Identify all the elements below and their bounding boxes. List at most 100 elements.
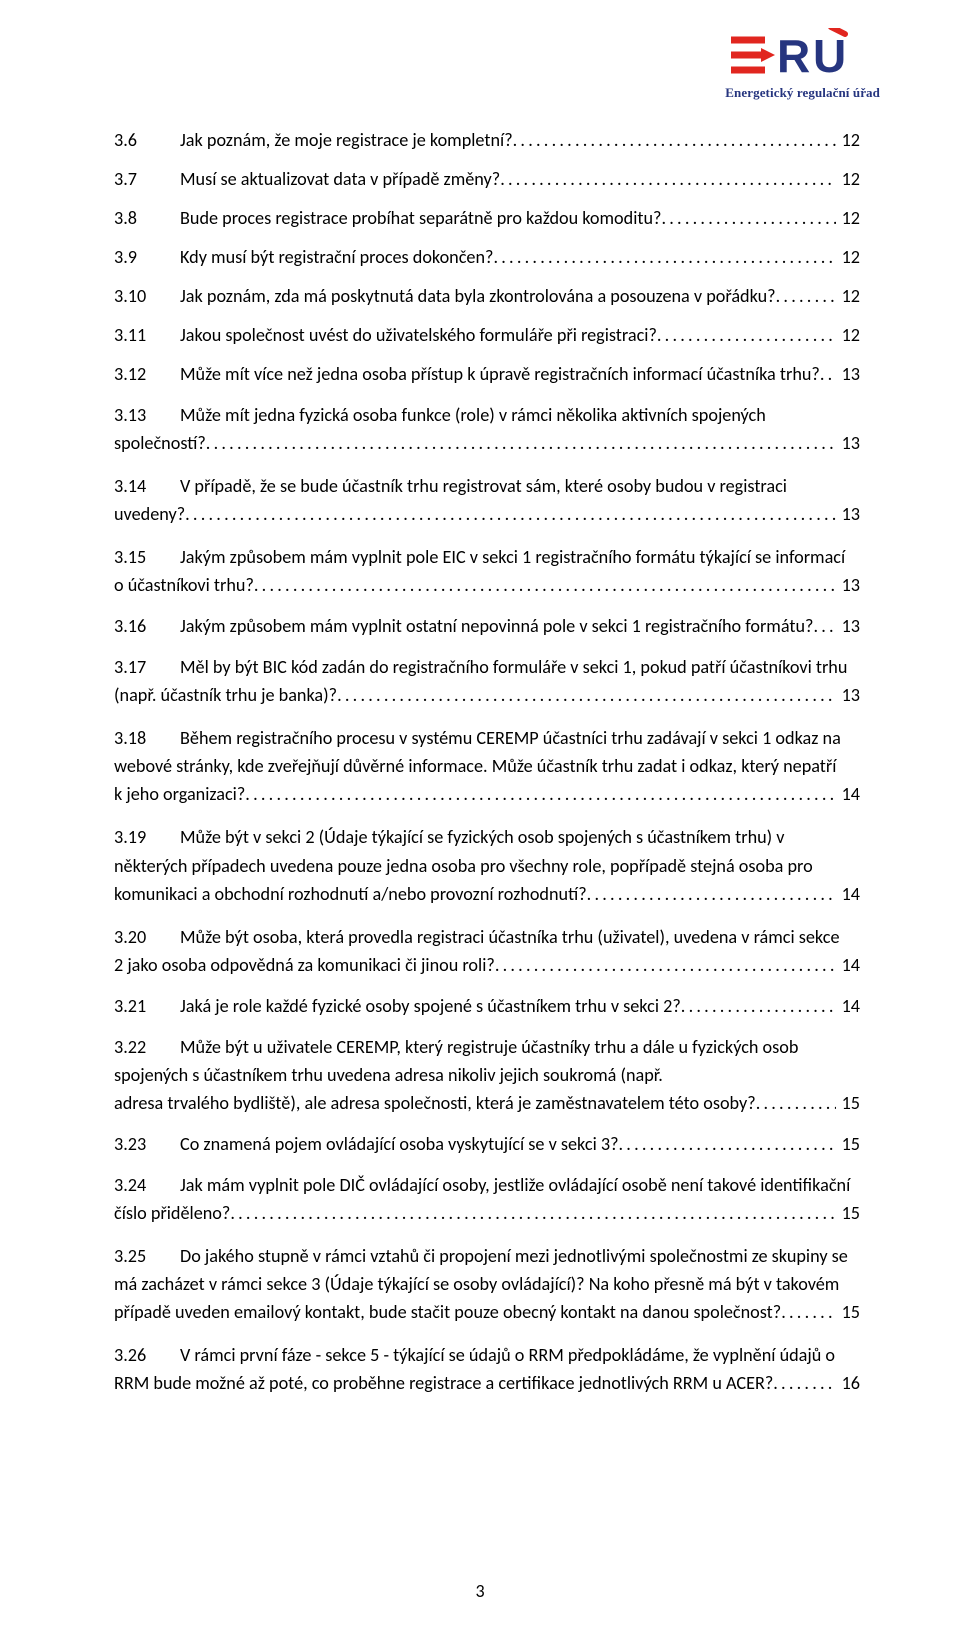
toc-text: Může být u uživatele CEREMP, který regis… [180,1036,798,1058]
toc-number: 3.20 [114,923,180,951]
toc-entry[interactable]: 3.17Měl by být BIC kód zadán do registra… [114,653,860,709]
logo-block: R U Energetický regulační úřad [725,28,880,101]
toc-number: 3.8 [114,206,180,230]
toc-entry[interactable]: 3.14V případě, že se bude účastník trhu … [114,472,860,528]
toc-page: 13 [836,614,860,638]
toc-tail-line: adresa trvalého bydliště), ale adresa sp… [114,1089,860,1117]
toc-text-line: 3.24Jak mám vyplnit pole DIČ ovládající … [114,1171,860,1199]
toc-number: 3.22 [114,1033,180,1061]
toc-entry[interactable]: 3.26V rámci první fáze - sekce 5 - týkaj… [114,1341,860,1397]
toc-text: komunikaci a obchodní rozhodnutí a/nebo … [114,880,587,908]
leader-dots [619,1132,836,1156]
toc-tail-line: o účastníkovi trhu? 13 [114,571,860,599]
toc-text: Může být osoba, která provedla registrac… [180,926,840,948]
toc-entry[interactable]: 3.11Jakou společnost uvést do uživatelsk… [114,323,860,347]
toc-text-line: spojených s účastníkem trhu uvedena adre… [114,1061,860,1089]
toc-entry[interactable]: 3.16Jakým způsobem mám vyplnit ostatní n… [114,614,860,638]
toc-number: 3.16 [114,614,180,638]
toc-text: k jeho organizaci? [114,780,245,808]
toc-text-line: 3.22Může být u uživatele CEREMP, který r… [114,1033,860,1061]
leader-dots [495,951,836,979]
toc-page: 14 [836,951,860,979]
toc-number: 3.9 [114,245,180,269]
toc-tail-line: k jeho organizaci? 14 [114,780,860,808]
toc-text: Může mít více než jedna osoba přístup k … [180,362,820,386]
toc-entry[interactable]: 3.15Jakým způsobem mám vyplnit pole EIC … [114,543,860,599]
toc-entry[interactable]: 3.8Bude proces registrace probíhat separ… [114,206,860,230]
toc-page: 14 [836,780,860,808]
toc-number: 3.19 [114,823,180,851]
toc-text: (např. účastník trhu je banka)? [114,681,337,709]
toc-page: 13 [836,362,860,386]
toc-text-line: některých případech uvedena pouze jedna … [114,852,860,880]
toc-text: Jak poznám, že moje registrace je komple… [180,128,513,152]
toc-text: Jak mám vyplnit pole DIČ ovládající osob… [180,1174,850,1196]
toc-entry[interactable]: 3.6Jak poznám, že moje registrace je kom… [114,128,860,152]
toc-text: RRM bude možné až poté, co proběhne regi… [114,1369,773,1397]
toc-page: 13 [836,429,860,457]
toc-entry[interactable]: 3.19Může být v sekci 2 (Údaje týkající s… [114,823,860,907]
leader-dots [587,880,836,908]
toc-page: 15 [836,1132,860,1156]
leader-dots [337,681,835,709]
toc-entry[interactable]: 3.12Může mít více než jedna osoba přístu… [114,362,860,386]
toc-page: 12 [836,206,860,230]
toc-text-line: 3.13Může mít jedna fyzická osoba funkce … [114,401,860,429]
toc-text: uvedeny? [114,500,185,528]
toc-text-line: 3.18Během registračního procesu v systém… [114,724,860,752]
toc-text: V případě, že se bude účastník trhu regi… [180,475,787,497]
leader-dots [776,284,836,308]
toc-text: společností? [114,429,206,457]
toc-number: 3.18 [114,724,180,752]
toc-text: Bude proces registrace probíhat separátn… [180,206,661,230]
toc-number: 3.26 [114,1341,180,1369]
toc-entry[interactable]: 3.9Kdy musí být registrační proces dokon… [114,245,860,269]
toc-number: 3.24 [114,1171,180,1199]
toc-number: 3.14 [114,472,180,500]
toc-number: 3.12 [114,362,180,386]
svg-text:R: R [777,30,810,82]
toc-page: 15 [836,1199,860,1227]
toc-entry[interactable]: 3.10Jak poznám, zda má poskytnutá data b… [114,284,860,308]
toc-entry[interactable]: 3.25Do jakého stupně v rámci vztahů či p… [114,1242,860,1326]
toc-tail-line: RRM bude možné až poté, co proběhne regi… [114,1369,860,1397]
toc-entry[interactable]: 3.18Během registračního procesu v systém… [114,724,860,808]
toc-text: 2 jako osoba odpovědná za komunikaci či … [114,951,495,979]
toc-line: 3.11Jakou společnost uvést do uživatelsk… [114,323,860,347]
toc-page: 15 [836,1089,860,1117]
leader-dots [245,780,835,808]
toc-text-line: má zacházet v rámci sekce 3 (Údaje týkaj… [114,1270,860,1298]
toc-text: Co znamená pojem ovládající osoba vyskyt… [180,1132,619,1156]
toc-text: Měl by být BIC kód zadán do registračníh… [180,656,847,678]
toc-text-line: 3.26V rámci první fáze - sekce 5 - týkaj… [114,1341,860,1369]
toc-number: 3.25 [114,1242,180,1270]
toc-page: 12 [836,323,860,347]
page-number: 3 [0,1580,960,1604]
toc-text: případě uveden emailový kontakt, bude st… [114,1298,781,1326]
toc-text: Jakým způsobem mám vyplnit pole EIC v se… [180,546,845,568]
toc-number: 3.23 [114,1132,180,1156]
toc-number: 3.15 [114,543,180,571]
toc-text: Musí se aktualizovat data v případě změn… [180,167,500,191]
toc-entry[interactable]: 3.22Může být u uživatele CEREMP, který r… [114,1033,860,1117]
leader-dots [657,323,836,347]
toc-number: 3.7 [114,167,180,191]
toc-text: Jaká je role každé fyzické osoby spojené… [180,994,681,1018]
leader-dots [500,167,835,191]
toc-entry[interactable]: 3.20Může být osoba, která provedla regis… [114,923,860,979]
toc-line: 3.16Jakým způsobem mám vyplnit ostatní n… [114,614,860,638]
toc-page: 12 [836,128,860,152]
toc-page: 16 [836,1369,860,1397]
toc-entry[interactable]: 3.23Co znamená pojem ovládající osoba vy… [114,1132,860,1156]
leader-dots [206,429,836,457]
toc-entry[interactable]: 3.13Může mít jedna fyzická osoba funkce … [114,401,860,457]
leader-dots [230,1199,835,1227]
toc-entry[interactable]: 3.7Musí se aktualizovat data v případě z… [114,167,860,191]
toc-text-line: 3.14V případě, že se bude účastník trhu … [114,472,860,500]
toc-page: 14 [836,994,860,1018]
toc-text: Jak poznám, zda má poskytnutá data byla … [180,284,776,308]
toc-entry[interactable]: 3.24Jak mám vyplnit pole DIČ ovládající … [114,1171,860,1227]
toc-entry[interactable]: 3.21Jaká je role každé fyzické osoby spo… [114,994,860,1018]
svg-text:U: U [813,30,846,82]
leader-dots [781,1298,835,1326]
